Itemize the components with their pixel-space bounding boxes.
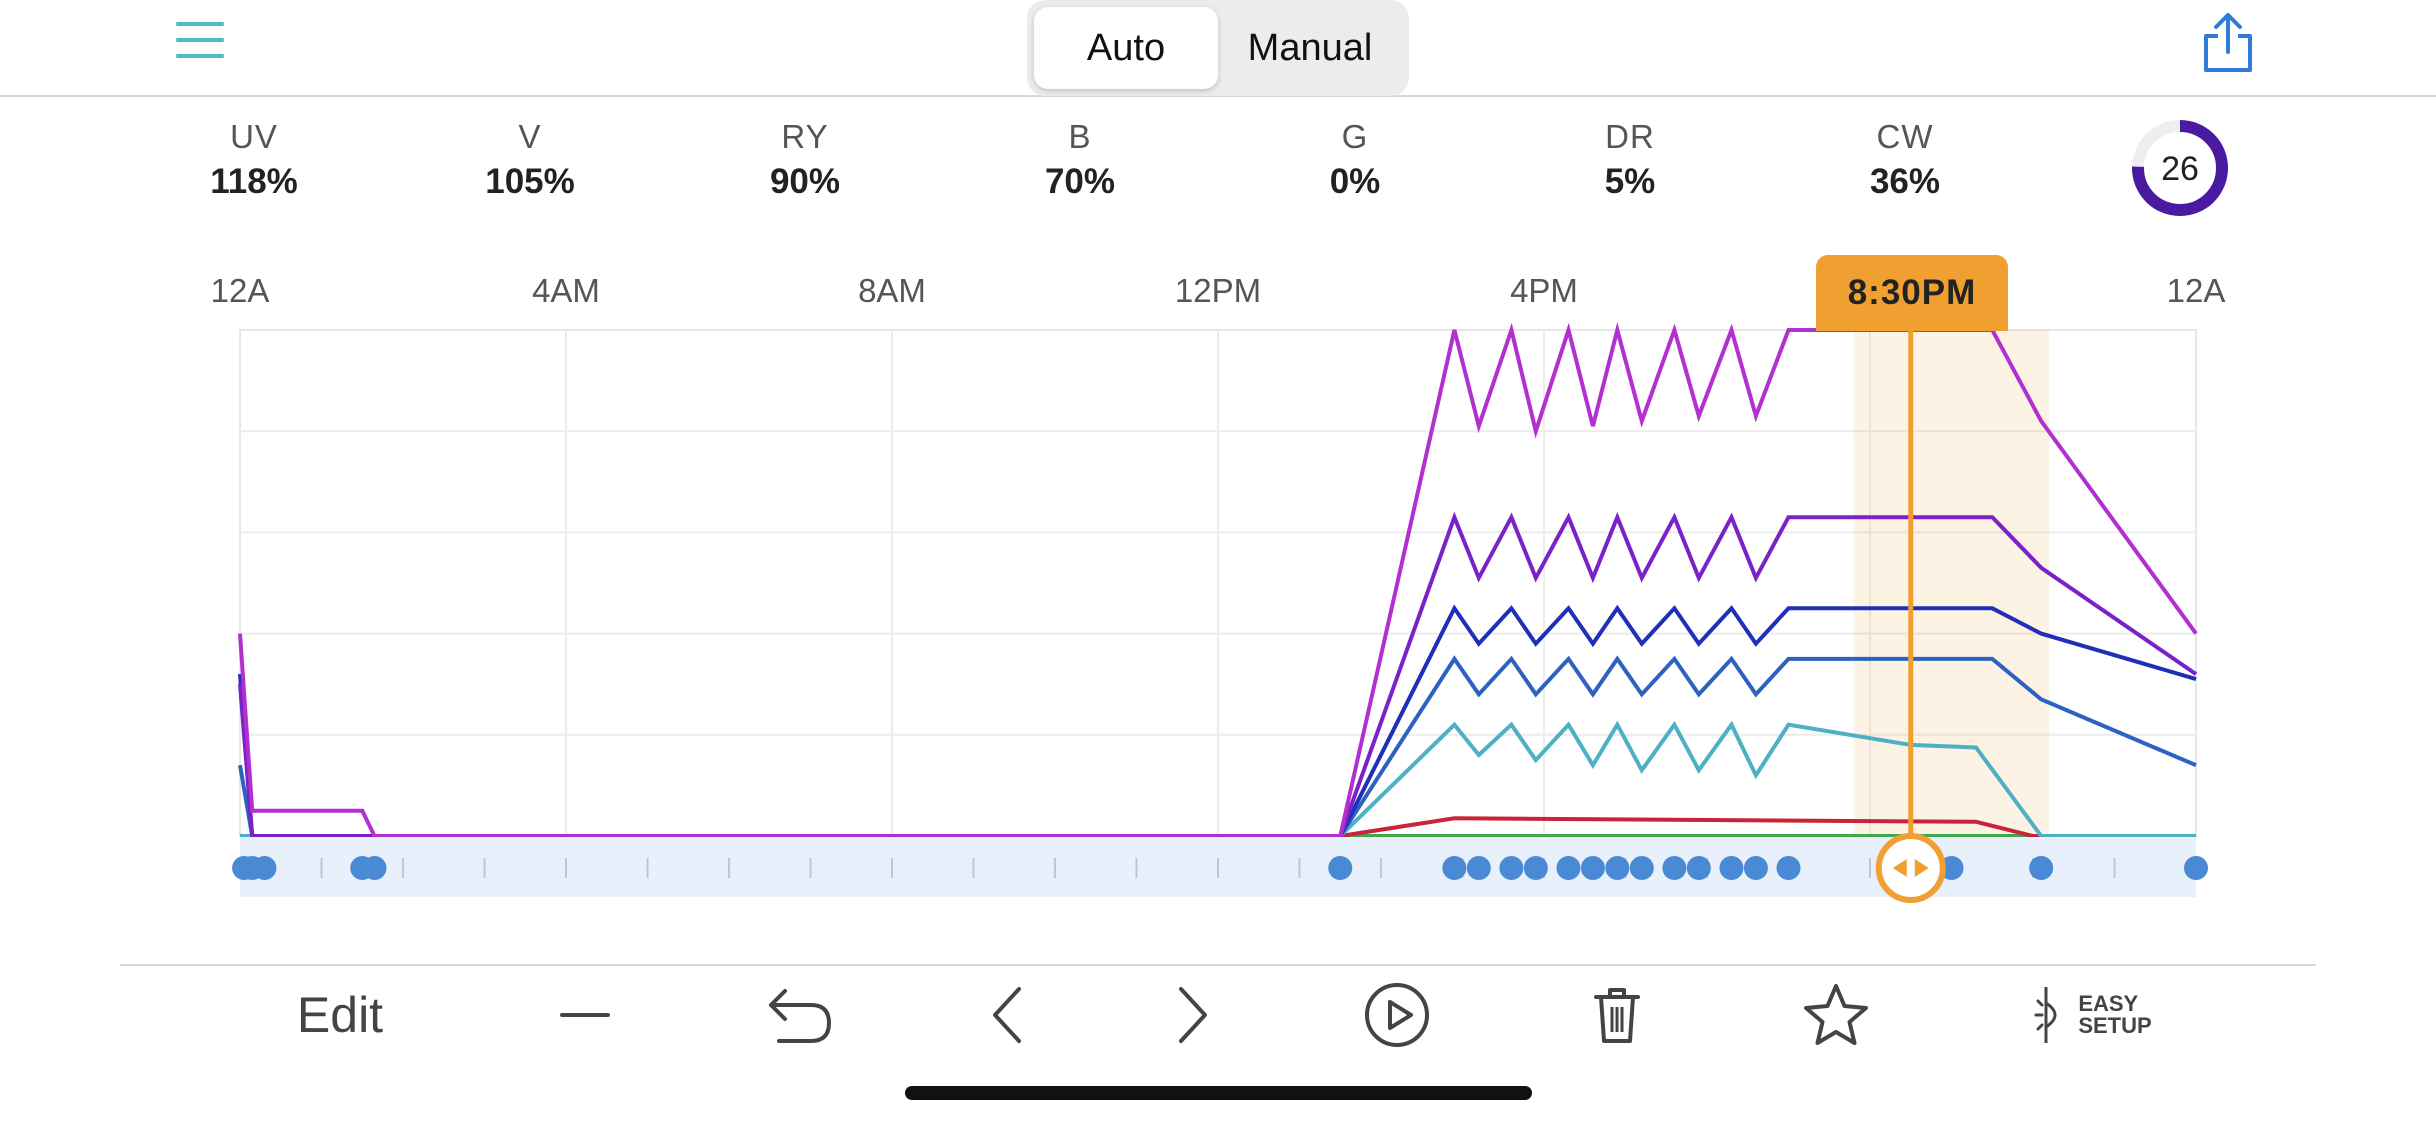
keyframe-dot[interactable]: [362, 856, 387, 880]
channel-g[interactable]: G 0%: [1255, 118, 1455, 202]
previous-button[interactable]: [982, 975, 1032, 1055]
channel-label: RY: [781, 118, 829, 155]
keyframe-dot[interactable]: [1776, 856, 1801, 880]
star-icon: [1804, 984, 1868, 1045]
mode-switch: Auto Manual: [1027, 0, 1409, 96]
channel-value: 90%: [769, 162, 841, 201]
series-line: [238, 511, 2198, 838]
channel-label: DR: [1605, 118, 1655, 155]
light-icon: [2034, 987, 2057, 1043]
keyframe-dot[interactable]: [2184, 856, 2208, 880]
keyframe-dot[interactable]: [1605, 856, 1630, 880]
next-button[interactable]: [1168, 975, 1218, 1055]
keyframe-dot[interactable]: [1328, 856, 1353, 880]
channel-uv[interactable]: UV 118%: [154, 118, 354, 202]
play-button[interactable]: [1362, 975, 1432, 1055]
channel-label: B: [1068, 118, 1092, 155]
minus-icon: [560, 1013, 610, 1017]
undo-button[interactable]: [762, 975, 838, 1055]
keyframe-dot[interactable]: [1743, 856, 1768, 880]
easy-setup-line2: SETUP: [2078, 1013, 2152, 1038]
channel-cw[interactable]: CW 36%: [1805, 118, 2005, 202]
keyframe-dot[interactable]: [1442, 856, 1467, 880]
toolbar-divider: [120, 964, 2316, 966]
channel-label: UV: [230, 118, 278, 155]
time-tick: 4AM: [532, 272, 600, 309]
keyframe-dot[interactable]: [1580, 856, 1605, 880]
series-line: [240, 720, 2196, 838]
channel-label: V: [518, 118, 542, 155]
channel-v[interactable]: V 105%: [430, 118, 630, 202]
edit-button[interactable]: Edit: [296, 987, 384, 1043]
easy-setup-label: EASY SETUP: [2078, 993, 2151, 1037]
intensity-gauge[interactable]: 26: [2130, 118, 2230, 218]
channel-value: 105%: [485, 162, 575, 201]
undo-icon: [769, 989, 832, 1043]
current-time-highlight: [1853, 330, 2050, 836]
easy-setup-line1: EASY: [2078, 991, 2139, 1016]
easy-setup-button[interactable]: EASY SETUP: [2028, 975, 2158, 1055]
mode-auto-button[interactable]: Auto: [1034, 7, 1218, 89]
time-tick: 12PM: [1174, 272, 1262, 309]
time-tick: 4PM: [1510, 272, 1578, 309]
channel-ry[interactable]: RY 90%: [705, 118, 905, 202]
keyframe-dot[interactable]: [1662, 856, 1687, 880]
time-scrubber-handle[interactable]: [1875, 833, 1946, 903]
channel-b[interactable]: B 70%: [980, 118, 1180, 202]
minus-button[interactable]: [555, 975, 615, 1055]
time-axis: 12A 4AM 8AM 12PM 4PM 12A: [0, 272, 2436, 322]
gauge-value: 26: [2161, 150, 2199, 188]
channel-value: 0%: [1329, 162, 1381, 201]
time-tick: 8AM: [858, 272, 926, 309]
keyframe-dot[interactable]: [1523, 856, 1548, 880]
current-time-badge: 8:30PM: [1816, 255, 2008, 331]
play-icon: [1365, 983, 1429, 1047]
home-indicator: [905, 1086, 1532, 1100]
arrow-left-icon: [1892, 859, 1907, 877]
channel-label: G: [1341, 118, 1369, 155]
channel-readouts: UV 118% V 105% RY 90% B 70% G 0% DR 5% C…: [0, 118, 2436, 218]
time-tick: 12A: [2166, 272, 2226, 309]
chevron-left-icon: [993, 987, 1021, 1043]
channel-value: 70%: [1044, 162, 1116, 201]
series-line: [238, 655, 2197, 838]
keyframe-dot[interactable]: [1466, 856, 1491, 880]
arrow-right-icon: [1914, 859, 1929, 877]
series-line: [238, 604, 2197, 838]
channel-label: CW: [1876, 118, 1934, 155]
mode-manual-button[interactable]: Manual: [1247, 26, 1373, 69]
gauge-arc: [2132, 120, 2228, 216]
keyframe-dot[interactable]: [1939, 856, 1964, 880]
hamburger-icon[interactable]: [176, 22, 228, 68]
delete-button[interactable]: [1590, 975, 1644, 1055]
series-line: [238, 322, 2198, 838]
keyframe-dot[interactable]: [1719, 856, 1744, 880]
channel-value: 5%: [1604, 162, 1656, 201]
keyframe-dot[interactable]: [252, 856, 277, 880]
keyframe-dot[interactable]: [1629, 856, 1654, 880]
top-bar: Auto Manual: [0, 0, 2436, 97]
keyframe-dot[interactable]: [1499, 856, 1524, 880]
channel-value: 118%: [210, 162, 298, 201]
keyframe-dot[interactable]: [1686, 856, 1711, 880]
keyframe-dot[interactable]: [2029, 856, 2054, 880]
favorite-button[interactable]: [1800, 975, 1872, 1055]
trash-icon: [1594, 988, 1640, 1043]
chevron-right-icon: [1179, 987, 1207, 1043]
time-tick: 12A: [210, 272, 270, 309]
share-icon[interactable]: [2200, 12, 2256, 74]
keyframe-dot[interactable]: [1556, 856, 1581, 880]
channel-value: 36%: [1869, 162, 1941, 201]
channel-dr[interactable]: DR 5%: [1530, 118, 1730, 202]
